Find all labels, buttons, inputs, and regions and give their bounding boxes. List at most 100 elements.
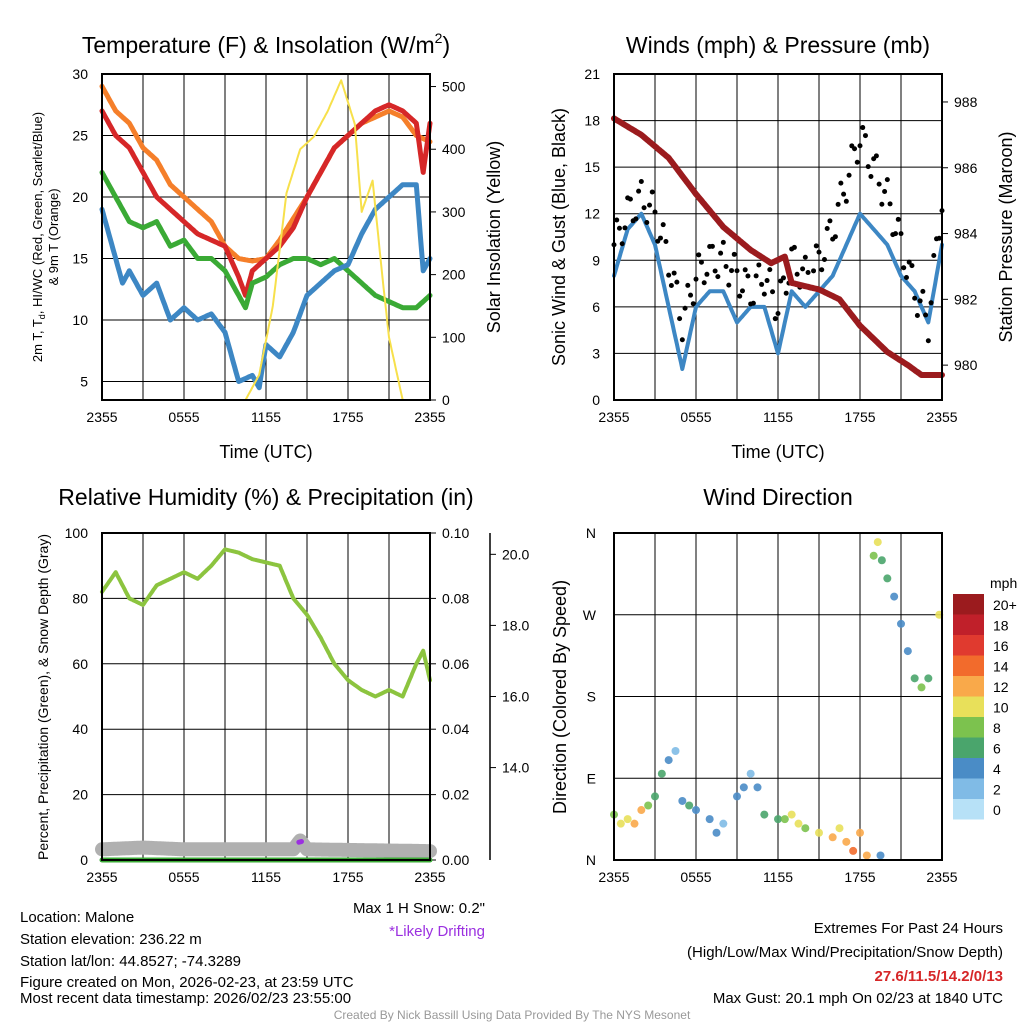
y2-tick-label: 0.08: [442, 590, 469, 606]
direction-point: [876, 851, 885, 860]
extremes-legend: (High/Low/Max Wind/Precipitation/Snow De…: [687, 944, 1003, 961]
gust-point: [884, 177, 890, 183]
direction-point: [705, 815, 714, 824]
y2-tick-label: 400: [442, 141, 466, 157]
direction-point: [835, 824, 844, 833]
series-sonic-wind: [612, 211, 944, 371]
x-tick-label: 2355: [598, 409, 629, 425]
y-tick-label: 15: [584, 159, 600, 175]
y-tick-label: 20: [72, 787, 88, 803]
y2-tick-label: 14.0: [502, 760, 529, 776]
gust-point: [780, 275, 786, 281]
plot-frame: [101, 73, 431, 401]
direction-point: [651, 792, 659, 801]
series-drifting: [296, 839, 304, 845]
gust-point: [791, 244, 797, 250]
direction-point: [910, 674, 919, 683]
gust-point: [652, 209, 658, 215]
direction-point: [657, 769, 666, 778]
gust-point: [827, 218, 833, 224]
gust-point: [647, 202, 653, 208]
x-tick-label: 1155: [763, 409, 793, 425]
direction-point: [873, 538, 882, 547]
rh-ylabel: Percent, Precipitation (Green), & Snow D…: [35, 534, 51, 860]
gust-point: [616, 225, 622, 231]
y-tick-label: 21: [584, 66, 600, 82]
direction-point: [739, 783, 748, 792]
x-tick-label: 2355: [414, 869, 445, 885]
temp-xlabel: Time (UTC): [219, 442, 312, 462]
series-pressure: [611, 115, 945, 378]
gust-point: [649, 189, 655, 195]
gust-point: [641, 205, 647, 211]
direction-point: [883, 574, 892, 583]
direction-point: [719, 819, 728, 828]
gust-point: [690, 301, 696, 307]
gust-point: [729, 268, 735, 274]
extremes-values: 27.6/11.5/14.2/0/13: [875, 968, 1003, 985]
x-tick-label: 2355: [86, 409, 117, 425]
gust-point: [901, 265, 907, 271]
y-tick-label: 0: [80, 852, 88, 868]
x-tick-label: 0555: [680, 409, 711, 425]
y2-tick-label: 500: [442, 79, 466, 95]
gust-point: [677, 316, 683, 322]
gust-point: [745, 273, 751, 279]
series-rh: [100, 547, 432, 699]
gust-point: [854, 159, 860, 165]
gust-point: [865, 164, 871, 170]
gust-point: [638, 179, 644, 185]
x-tick-label: 1155: [251, 869, 281, 885]
gust-point: [685, 282, 691, 288]
direction-point: [678, 796, 687, 805]
gust-point: [860, 125, 866, 131]
gust-point: [873, 153, 879, 159]
direction-point: [849, 846, 858, 855]
x-tick-label: 2355: [86, 869, 117, 885]
gust-point: [846, 172, 852, 178]
x-tick-label: 2355: [598, 869, 629, 885]
gust-point: [824, 226, 830, 232]
direction-ylabel: Direction (Colored By Speed): [550, 580, 570, 814]
gust-point: [753, 273, 759, 279]
direction-point: [712, 828, 721, 837]
y-tick-label: 3: [592, 345, 600, 361]
legend-label: 18: [993, 618, 1009, 634]
y2-tick-label: 16.0: [502, 689, 529, 705]
gust-point: [636, 188, 642, 194]
y2-tick-label: 988: [954, 94, 978, 110]
gust-point: [622, 225, 628, 231]
gust-point: [802, 254, 808, 260]
panel-4: 2355 0555 1155 1755 2355NESWNmph20+181614121…: [583, 525, 1017, 885]
gust-point: [682, 305, 688, 311]
legend-label: 10: [993, 700, 1009, 716]
gust-point: [701, 280, 707, 286]
direction-point: [917, 683, 926, 692]
gust-point: [657, 235, 663, 241]
legend-swatch: [953, 676, 984, 697]
x-tick-label: 1755: [844, 409, 875, 425]
direction-point: [828, 833, 837, 842]
x-tick-label: 1755: [332, 869, 363, 885]
legend-swatch: [953, 717, 984, 738]
y2-tick-label: 18.0: [502, 617, 529, 633]
y-tick-label: E: [587, 770, 596, 786]
plot-frame: [613, 532, 943, 861]
gust-point: [619, 241, 625, 247]
direction-point: [869, 551, 878, 560]
gust-point: [750, 300, 756, 306]
footer-timestamp: Most recent data timestamp: 2026/02/23 2…: [20, 990, 351, 1007]
gust-point: [909, 263, 915, 269]
solar-ylabel: Solar Insolation (Yellow): [484, 141, 504, 333]
gust-point: [887, 201, 893, 207]
gust-point: [756, 262, 762, 268]
gust-point: [893, 231, 899, 237]
direction-point: [877, 556, 886, 565]
plot-frame: [613, 73, 943, 401]
direction-point: [862, 851, 871, 860]
direction-point: [746, 769, 755, 778]
y-tick-label: 40: [72, 721, 88, 737]
y2-tick-label: 100: [442, 329, 466, 345]
gust-point: [712, 268, 718, 274]
